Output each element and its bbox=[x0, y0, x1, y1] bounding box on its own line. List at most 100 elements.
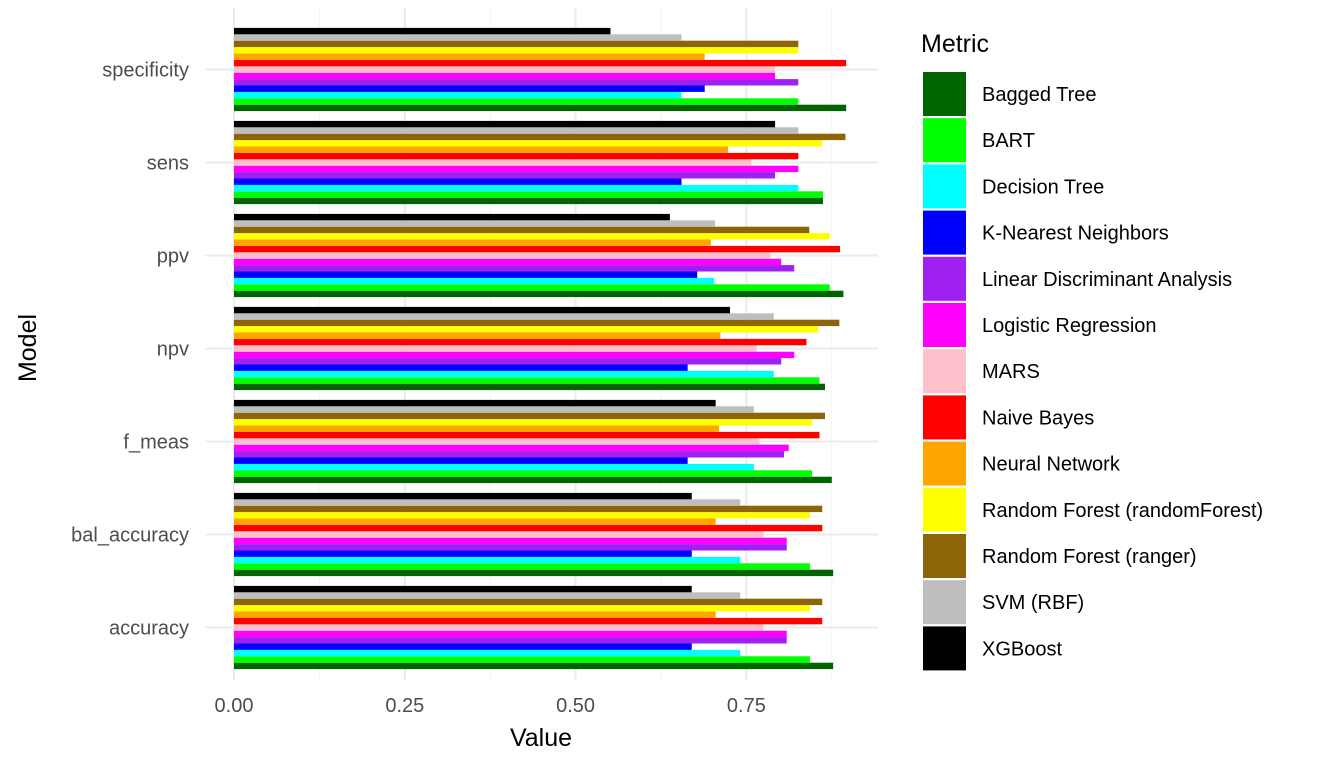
bar-ppv-9 bbox=[234, 233, 830, 240]
bar-npv-2 bbox=[234, 370, 774, 378]
legend-title: Metric bbox=[921, 30, 989, 58]
bar-accuracy-6 bbox=[234, 624, 764, 631]
legend-key bbox=[923, 210, 966, 255]
legend-key bbox=[923, 534, 966, 578]
legend-label: SVM (RBF) bbox=[982, 592, 1084, 614]
bar-bal_accuracy-8 bbox=[234, 518, 716, 525]
bar-ppv-3 bbox=[234, 271, 698, 278]
bar-sens-9 bbox=[234, 140, 823, 147]
bar-sens-7 bbox=[234, 152, 799, 160]
bar-specificity-4 bbox=[234, 79, 799, 86]
bar-sens-12 bbox=[234, 120, 776, 128]
bar-f_meas-5 bbox=[234, 444, 789, 452]
bar-ppv-8 bbox=[234, 239, 711, 246]
bar-npv-3 bbox=[234, 364, 688, 371]
bar-bal_accuracy-0 bbox=[234, 569, 834, 577]
x-tick-label: 0.50 bbox=[556, 695, 595, 717]
bar-f_meas-3 bbox=[234, 457, 688, 464]
bar-f_meas-0 bbox=[234, 476, 832, 484]
bar-npv-7 bbox=[234, 338, 807, 346]
bar-f_meas-6 bbox=[234, 438, 760, 445]
legend-label: Random Forest (ranger) bbox=[982, 546, 1197, 568]
bar-sens-2 bbox=[234, 184, 799, 192]
bar-f_meas-12 bbox=[234, 399, 716, 407]
y-axis-tick-labels: accuracy bal_accuracy f_meas npv ppv sens spec… bbox=[71, 60, 189, 640]
y-tick-label: npv bbox=[157, 339, 189, 361]
legend-label: K-Nearest Neighbors bbox=[982, 223, 1169, 245]
bar-accuracy-8 bbox=[234, 611, 716, 618]
bar-specificity-0 bbox=[234, 104, 847, 112]
bar-ppv-0 bbox=[234, 290, 844, 298]
bar-accuracy-2 bbox=[234, 649, 741, 657]
legend-label: MARS bbox=[982, 361, 1040, 383]
bar-ppv-10 bbox=[234, 226, 810, 234]
bar-accuracy-9 bbox=[234, 605, 810, 612]
bar-npv-1 bbox=[234, 377, 820, 384]
bar-bal_accuracy-12 bbox=[234, 492, 692, 500]
bar-ppv-5 bbox=[234, 258, 782, 266]
legend-key bbox=[923, 349, 966, 394]
bar-npv-9 bbox=[234, 326, 819, 333]
y-tick-label: accuracy bbox=[109, 618, 189, 640]
bar-ppv-6 bbox=[234, 252, 771, 259]
legend-key bbox=[923, 626, 966, 671]
bar-specificity-11 bbox=[234, 34, 682, 41]
x-axis-tick-labels: 0.00 0.25 0.50 0.75 bbox=[215, 695, 766, 717]
bar-ppv-7 bbox=[234, 245, 840, 253]
bar-specificity-10 bbox=[234, 40, 799, 48]
legend: Metric Bagged Tree BART Decision Tree K-Nea… bbox=[921, 30, 1263, 671]
bar-specificity-6 bbox=[234, 66, 776, 73]
legend-label: Random Forest (randomForest) bbox=[982, 500, 1263, 522]
bar-accuracy-10 bbox=[234, 598, 823, 606]
bar-f_meas-7 bbox=[234, 431, 820, 439]
bar-bal_accuracy-1 bbox=[234, 563, 810, 570]
x-tick-label: 0.75 bbox=[727, 695, 766, 717]
bar-ppv-2 bbox=[234, 277, 715, 285]
bar-sens-5 bbox=[234, 165, 799, 173]
bar-npv-11 bbox=[234, 313, 774, 320]
bar-f_meas-2 bbox=[234, 463, 754, 471]
bar-specificity-5 bbox=[234, 72, 776, 80]
bar-bal_accuracy-9 bbox=[234, 512, 810, 519]
bar-npv-12 bbox=[234, 306, 731, 314]
x-tick-label: 0.00 bbox=[215, 695, 254, 717]
bar-sens-11 bbox=[234, 127, 799, 134]
bar-sens-1 bbox=[234, 191, 823, 198]
bar-accuracy-1 bbox=[234, 656, 810, 663]
bar-specificity-9 bbox=[234, 47, 799, 54]
bar-specificity-7 bbox=[234, 59, 847, 67]
y-tick-label: bal_accuracy bbox=[71, 525, 189, 547]
bar-specificity-12 bbox=[234, 27, 611, 35]
bar-accuracy-12 bbox=[234, 585, 692, 593]
bar-ppv-11 bbox=[234, 220, 715, 227]
bar-accuracy-7 bbox=[234, 617, 823, 625]
legend-label: Naive Bayes bbox=[982, 407, 1094, 429]
legend-key bbox=[923, 72, 966, 116]
bar-npv-4 bbox=[234, 358, 782, 365]
bar-npv-6 bbox=[234, 345, 757, 352]
bar-accuracy-3 bbox=[234, 643, 692, 650]
bar-specificity-1 bbox=[234, 98, 799, 105]
legend-label: Neural Network bbox=[982, 454, 1121, 476]
bar-f_meas-11 bbox=[234, 406, 754, 413]
bar-npv-5 bbox=[234, 351, 795, 359]
bar-f_meas-4 bbox=[234, 451, 784, 458]
bar-ppv-4 bbox=[234, 265, 795, 272]
bar-sens-8 bbox=[234, 146, 728, 153]
bar-npv-10 bbox=[234, 319, 840, 327]
legend-key bbox=[923, 441, 966, 486]
bar-bal_accuracy-6 bbox=[234, 531, 764, 538]
bar-f_meas-9 bbox=[234, 419, 812, 426]
y-tick-label: ppv bbox=[157, 246, 189, 268]
bar-sens-10 bbox=[234, 133, 846, 141]
legend-key bbox=[923, 395, 966, 440]
bar-f_meas-10 bbox=[234, 412, 825, 420]
bar-ppv-12 bbox=[234, 213, 670, 221]
legend-key bbox=[923, 580, 966, 625]
legend-key bbox=[923, 118, 966, 163]
bar-bal_accuracy-7 bbox=[234, 524, 823, 532]
x-axis-title: Value bbox=[510, 724, 572, 752]
legend-label: Bagged Tree bbox=[982, 84, 1097, 106]
